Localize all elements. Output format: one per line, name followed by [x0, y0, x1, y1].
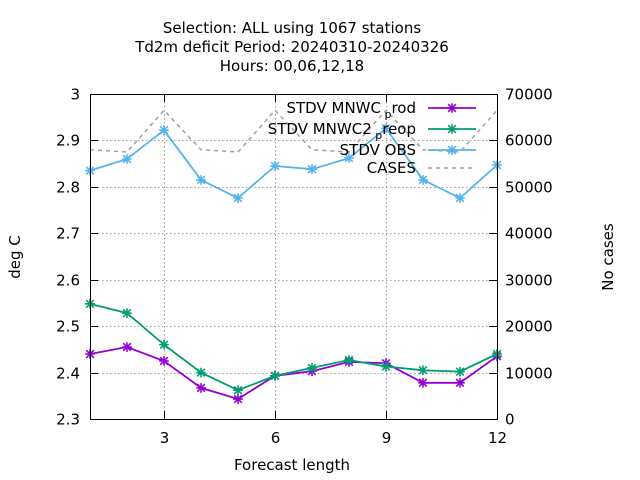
data-point	[381, 123, 391, 134]
data-point	[381, 361, 391, 372]
y-tick-label: 2.9	[56, 132, 80, 150]
series-stdv-mnwc2-preop	[85, 299, 502, 396]
data-point	[307, 363, 317, 373]
title-line-2: Td2m deficit Period: 20240310-20240326	[134, 38, 449, 56]
data-point	[344, 355, 354, 365]
data-point	[344, 153, 354, 163]
y2-axis-label: No cases	[599, 223, 617, 291]
data-point	[270, 161, 280, 171]
data-point	[233, 193, 243, 203]
data-point	[122, 154, 132, 164]
title-line-1: Selection: ALL using 1067 stations	[163, 19, 422, 37]
y-tick-label: 2.7	[56, 225, 80, 243]
y2-tick-label: 30000	[505, 272, 553, 290]
series-line	[89, 346, 498, 400]
x-tick-label: 9	[382, 429, 392, 447]
y2-tick-label: 40000	[505, 225, 553, 243]
series-cases	[89, 109, 498, 153]
plot-border	[90, 94, 498, 420]
data-point	[455, 366, 465, 377]
data-point	[455, 377, 465, 388]
data-point	[447, 145, 457, 155]
y-tick-label: 2.8	[56, 179, 80, 197]
data-point	[159, 356, 169, 366]
y-tick-label: 3	[70, 86, 80, 104]
y-tick-label: 2.5	[56, 318, 80, 336]
data-point	[418, 377, 428, 388]
series-line	[89, 109, 498, 153]
data-point	[196, 367, 206, 378]
series-line	[89, 127, 498, 200]
series-line	[89, 303, 498, 392]
data-point	[159, 339, 169, 350]
data-point	[159, 125, 169, 136]
y-axis-label: deg C	[6, 235, 24, 279]
x-tick-label: 3	[160, 429, 170, 447]
data-point	[196, 383, 206, 393]
legend-label: CASES	[367, 159, 416, 177]
axes: 2.3 2.4 2.5 2.6 2.7 2.8 2.9 3 0 10000 20000 30000 40…	[56, 86, 553, 448]
y2-tick-label: 60000	[505, 132, 553, 150]
data-point	[418, 365, 428, 376]
data-layer	[85, 109, 502, 404]
legend-label: STDV MNWC2 preop	[268, 120, 416, 142]
data-point	[196, 175, 206, 185]
x-tick-label: 12	[488, 429, 507, 447]
data-point	[122, 308, 132, 318]
data-point	[233, 385, 243, 396]
data-point	[447, 103, 457, 113]
x-axis-label: Forecast length	[234, 456, 350, 474]
legend-label: STDV MNWC prod	[287, 99, 417, 121]
x-tick-label: 6	[271, 429, 281, 447]
y2-tick-label: 50000	[505, 179, 553, 197]
chart-title: Selection: ALL using 1067 stations Td2m …	[134, 19, 449, 75]
data-point	[418, 175, 428, 185]
data-point	[307, 164, 317, 175]
y-tick-label: 2.6	[56, 272, 80, 290]
y2-tick-label: 70000	[505, 86, 553, 104]
data-point	[270, 371, 280, 381]
y-tick-label: 2.4	[56, 365, 80, 383]
y2-tick-label: 0	[505, 411, 515, 429]
y2-tick-label: 10000	[505, 365, 553, 383]
data-point	[455, 193, 465, 203]
title-line-3: Hours: 00,06,12,18	[220, 57, 364, 75]
y2-tick-label: 20000	[505, 318, 553, 336]
y-tick-label: 2.3	[56, 411, 80, 429]
legend-label: STDV OBS	[340, 141, 416, 159]
data-point	[233, 394, 243, 404]
data-point	[447, 124, 457, 134]
data-point	[122, 342, 132, 352]
